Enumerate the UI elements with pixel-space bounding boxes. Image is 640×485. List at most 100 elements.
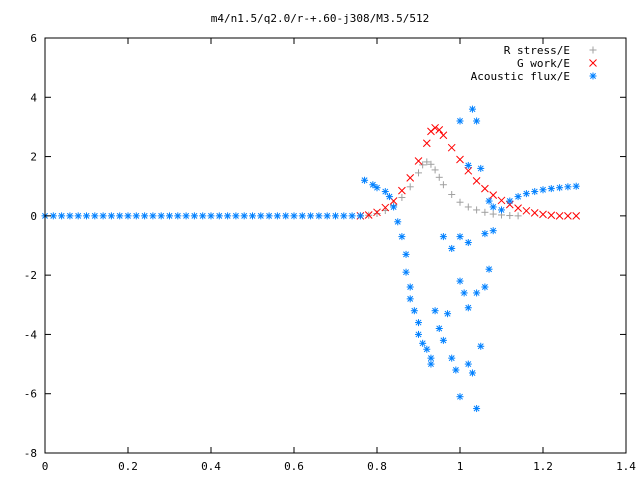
data-point: [390, 203, 398, 211]
data-point: [74, 212, 82, 220]
data-point: [448, 244, 456, 252]
data-point: [422, 139, 431, 148]
data-point: [514, 193, 522, 201]
data-point: [385, 193, 393, 201]
data-point: [472, 177, 481, 185]
data-point: [427, 160, 435, 168]
data-point: [456, 198, 464, 206]
data-point: [489, 227, 497, 235]
data-point: [431, 123, 439, 132]
x-tick-label: 1.2: [533, 460, 553, 473]
data-point: [456, 393, 464, 401]
data-point: [431, 307, 439, 315]
data-point: [439, 131, 448, 140]
legend-label: G work/E: [517, 57, 570, 70]
data-point: [473, 289, 481, 297]
data-point: [464, 239, 472, 247]
data-point: [199, 212, 207, 220]
data-point: [91, 212, 99, 220]
data-point: [439, 181, 447, 189]
data-point: [361, 176, 369, 184]
data-point: [489, 191, 498, 199]
y-tick-label: 0: [30, 210, 37, 223]
y-tick-label: -4: [24, 328, 38, 341]
data-point: [514, 204, 522, 213]
y-tick-label: 6: [30, 32, 37, 45]
data-point: [265, 212, 273, 220]
data-point: [174, 212, 182, 220]
data-point: [66, 212, 74, 220]
data-point: [415, 169, 422, 177]
data-point: [215, 212, 223, 220]
data-point: [556, 184, 564, 192]
data-point: [406, 283, 414, 291]
data-point: [555, 212, 564, 220]
data-point: [307, 212, 315, 220]
x-tick-label: 0: [42, 460, 49, 473]
data-point: [456, 233, 464, 241]
data-point: [456, 155, 464, 164]
data-point: [435, 126, 444, 134]
data-point: [439, 336, 447, 344]
data-point: [539, 210, 547, 219]
data-point: [257, 212, 265, 220]
data-point: [423, 345, 431, 353]
data-point: [249, 212, 256, 220]
y-tick-label: -6: [24, 388, 37, 401]
data-point: [373, 208, 381, 217]
data-point: [464, 203, 472, 211]
data-point: [124, 212, 132, 220]
data-point: [99, 212, 107, 220]
data-point: [381, 188, 389, 196]
data-point: [572, 212, 581, 220]
data-point: [190, 212, 198, 220]
data-point: [348, 212, 356, 220]
chart-axes: 0 0.2 0.4 0.6 0.8 1 1.2 1.4 6 4 2 0 -2 -4 -6 -8: [24, 32, 637, 473]
data-point: [464, 161, 472, 169]
data-point: [485, 197, 493, 205]
legend-marker: [589, 46, 597, 54]
data-point: [273, 212, 281, 220]
data-point: [157, 212, 165, 220]
data-point: [522, 206, 531, 215]
data-point: [564, 183, 572, 191]
data-point: [406, 295, 414, 303]
data-point: [444, 310, 452, 318]
data-point: [485, 265, 493, 273]
data-point: [414, 157, 423, 165]
data-point: [132, 212, 140, 220]
data-point: [547, 185, 555, 193]
data-point: [419, 339, 427, 347]
x-tick-label: 0.6: [284, 460, 304, 473]
data-point: [481, 184, 489, 193]
data-point: [402, 268, 410, 276]
data-point: [435, 173, 443, 181]
data-point: [431, 166, 439, 174]
data-point: [427, 360, 435, 368]
data-point: [419, 161, 427, 169]
data-point: [423, 158, 431, 166]
data-point: [473, 405, 481, 413]
data-point: [564, 212, 572, 220]
data-point: [547, 211, 556, 220]
data-point: [83, 212, 90, 220]
data-point: [224, 212, 232, 220]
data-point: [435, 325, 443, 332]
x-tick-label: 0.4: [201, 460, 221, 473]
data-point: [531, 188, 539, 196]
series-r-stress-e: [356, 158, 522, 220]
y-tick-label: -8: [24, 447, 37, 460]
data-point: [464, 166, 473, 175]
data-point: [340, 212, 348, 220]
data-point: [402, 250, 410, 258]
data-point: [448, 191, 456, 199]
plot-frame: [44, 37, 627, 454]
data-point: [315, 212, 323, 220]
data-point: [489, 203, 497, 211]
data-point: [398, 233, 406, 241]
legend-label: R stress/E: [504, 44, 570, 57]
data-point: [572, 182, 580, 190]
